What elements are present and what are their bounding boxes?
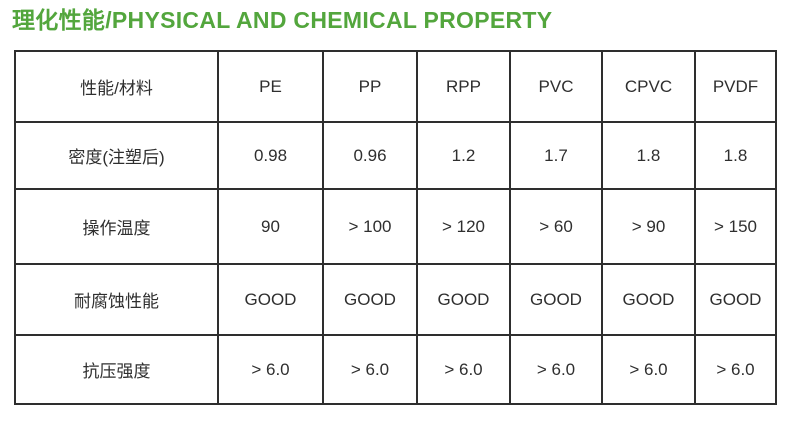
page-container: 理化性能/PHYSICAL AND CHEMICAL PROPERTY 性能/材… [12,7,777,405]
row-label-density: 密度(注塑后) [14,121,219,190]
table-cell: 90 [217,188,324,265]
table-cell: > 6.0 [509,334,603,405]
table-cell: > 90 [601,188,696,265]
table-header-row: 性能/材料 PE PP RPP PVC CPVC PVDF [14,50,777,123]
column-header-rpp: RPP [416,50,511,123]
table-cell: > 6.0 [601,334,696,405]
table-cell: GOOD [416,263,511,336]
column-header-pvdf: PVDF [694,50,777,123]
row-label-compressive-strength: 抗压强度 [14,334,219,405]
table-cell: 1.2 [416,121,511,190]
table-row-density: 密度(注塑后) 0.98 0.96 1.2 1.7 1.8 1.8 [14,121,777,190]
table-cell: > 60 [509,188,603,265]
table-cell: GOOD [217,263,324,336]
table-cell: 0.98 [217,121,324,190]
page-title: 理化性能/PHYSICAL AND CHEMICAL PROPERTY [12,7,553,33]
table-row-operating-temperature: 操作温度 90 > 100 > 120 > 60 > 90 > 150 [14,188,777,265]
table-cell: > 6.0 [416,334,511,405]
table-cell: GOOD [509,263,603,336]
column-header-pp: PP [322,50,418,123]
table-cell: 1.7 [509,121,603,190]
column-header-cpvc: CPVC [601,50,696,123]
table-cell: GOOD [694,263,777,336]
row-label-operating-temperature: 操作温度 [14,188,219,265]
column-header-pe: PE [217,50,324,123]
table-cell: 0.96 [322,121,418,190]
table-cell: 1.8 [601,121,696,190]
column-header-property-material: 性能/材料 [14,50,219,123]
table-cell: > 100 [322,188,418,265]
table-cell: > 6.0 [217,334,324,405]
table-cell: > 120 [416,188,511,265]
table-row-compressive-strength: 抗压强度 > 6.0 > 6.0 > 6.0 > 6.0 > 6.0 > 6.0 [14,334,777,405]
table-cell: > 6.0 [694,334,777,405]
table-cell: > 6.0 [322,334,418,405]
table-cell: > 150 [694,188,777,265]
table-cell: 1.8 [694,121,777,190]
row-label-corrosion-resistance: 耐腐蚀性能 [14,263,219,336]
table-cell: GOOD [322,263,418,336]
table-row-corrosion-resistance: 耐腐蚀性能 GOOD GOOD GOOD GOOD GOOD GOOD [14,263,777,336]
column-header-pvc: PVC [509,50,603,123]
properties-table: 性能/材料 PE PP RPP PVC CPVC PVDF 密度(注塑后) 0.… [14,50,777,405]
table-cell: GOOD [601,263,696,336]
